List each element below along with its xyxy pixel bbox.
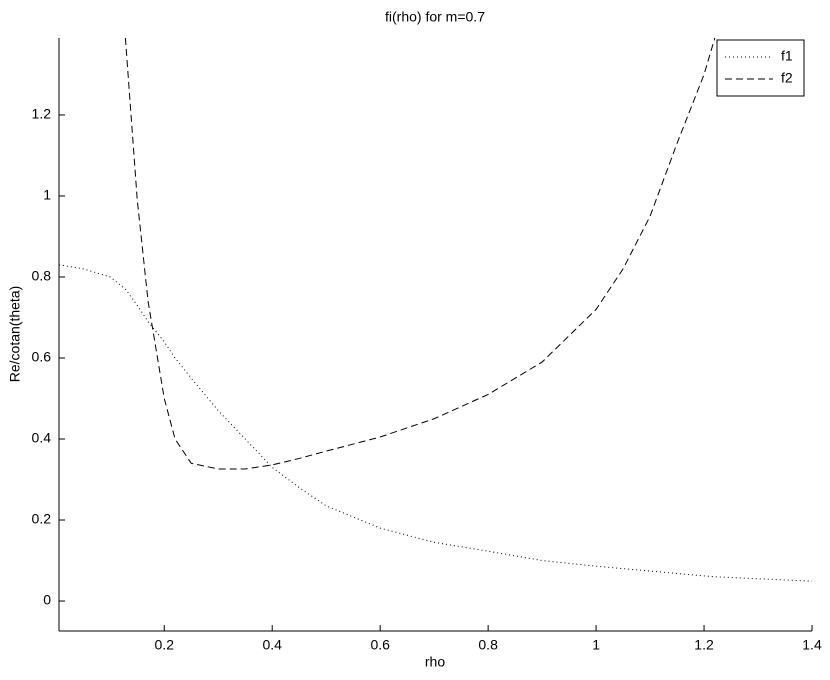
- y-tick-label: 0.8: [32, 268, 52, 284]
- legend-box: [716, 39, 805, 97]
- x-tick-label: 0.6: [370, 637, 390, 653]
- x-axis-label: rho: [425, 654, 445, 670]
- series-line: [124, 38, 716, 470]
- plot-area: [59, 38, 812, 582]
- x-tick-label: 0.4: [262, 637, 282, 653]
- x-tick-label: 1.4: [802, 637, 822, 653]
- x-tick-label: 0.8: [478, 637, 498, 653]
- x-tick-label: 1.2: [694, 637, 714, 653]
- y-tick-label: 0: [43, 592, 51, 608]
- y-tick-label: 0.2: [32, 511, 52, 527]
- x-tick-label: 1: [592, 637, 600, 653]
- series-line: [59, 264, 812, 582]
- chart-title: fi(rho) for m=0.7: [385, 9, 485, 25]
- legend-label: f1: [781, 48, 793, 64]
- legend-label: f2: [781, 70, 793, 86]
- y-tick-label: 1: [43, 187, 51, 203]
- y-tick-label: 0.6: [32, 349, 52, 365]
- y-tick-label: 1.2: [32, 106, 52, 122]
- y-tick-label: 0.4: [32, 430, 52, 446]
- x-tick-label: 0.2: [155, 637, 175, 653]
- y-axis-label: Re/cotan(theta): [7, 286, 23, 383]
